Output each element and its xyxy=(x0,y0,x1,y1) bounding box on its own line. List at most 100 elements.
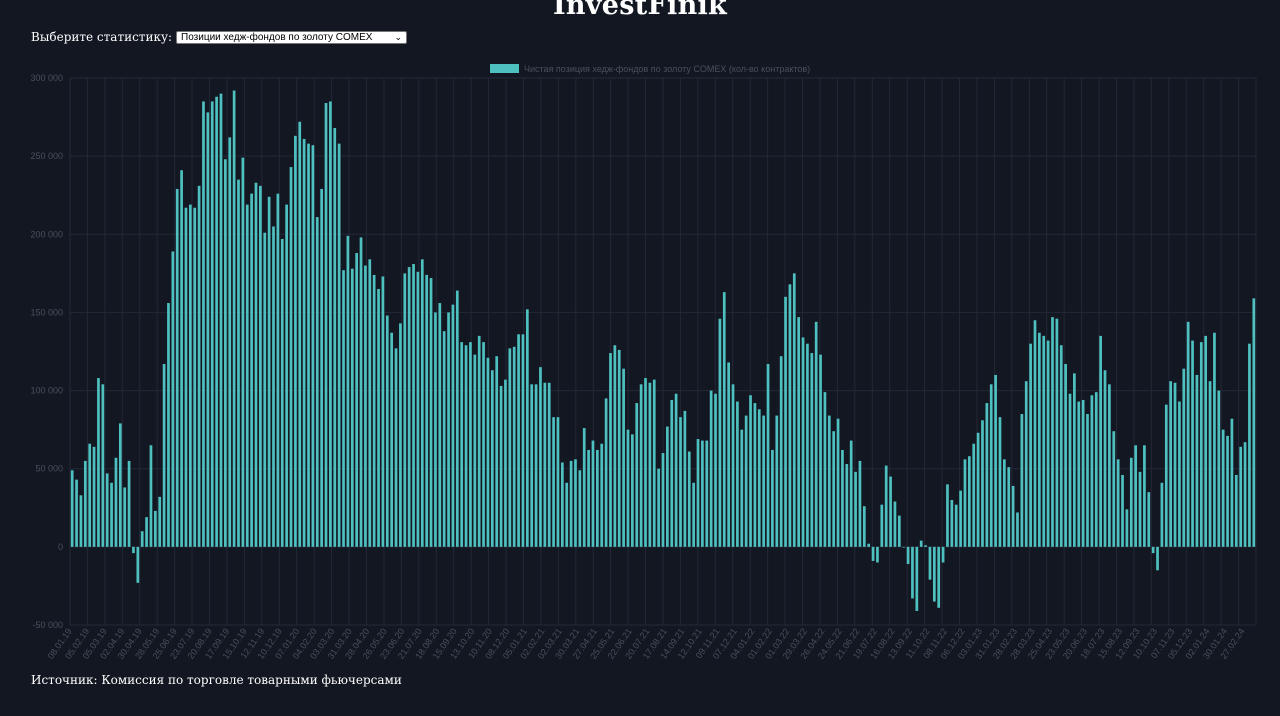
bar xyxy=(797,317,801,547)
bar xyxy=(814,321,818,547)
bar xyxy=(1108,384,1111,547)
bar xyxy=(670,399,674,547)
bar xyxy=(792,273,796,547)
bar xyxy=(736,401,739,547)
bar xyxy=(394,348,398,547)
bar xyxy=(552,417,555,547)
bar xyxy=(158,496,162,547)
bar xyxy=(206,112,210,547)
bar xyxy=(779,356,783,547)
bar xyxy=(337,143,341,547)
bar xyxy=(1221,429,1225,547)
bar xyxy=(652,379,656,547)
bar xyxy=(687,451,691,547)
bar xyxy=(867,543,871,547)
bar xyxy=(381,276,385,547)
bar xyxy=(600,443,604,547)
bar xyxy=(1252,298,1256,547)
chevron-down-icon: ⌄ xyxy=(394,31,403,42)
bar xyxy=(714,393,717,547)
bar xyxy=(1029,343,1032,547)
brand-logo[interactable]: InvestFinik xyxy=(552,0,728,21)
bar xyxy=(539,367,542,547)
bar xyxy=(412,263,415,547)
bar xyxy=(722,292,726,547)
bar xyxy=(184,207,188,547)
bar xyxy=(88,443,92,547)
bar xyxy=(1016,512,1019,547)
bar xyxy=(1090,395,1094,547)
legend-swatch xyxy=(490,64,519,73)
bar xyxy=(140,531,144,547)
legend-label: Чистая позиция хедж-фондов по золоту COM… xyxy=(524,64,810,74)
bar xyxy=(272,226,275,547)
bar xyxy=(451,304,455,547)
bar xyxy=(97,378,100,547)
bar xyxy=(464,345,468,547)
bar xyxy=(232,90,236,547)
bar xyxy=(285,204,288,547)
bar xyxy=(1055,318,1059,547)
bar xyxy=(613,345,617,547)
bar xyxy=(543,382,547,547)
bar xyxy=(127,460,131,547)
bar xyxy=(858,460,862,547)
bar xyxy=(530,384,534,547)
bar xyxy=(1081,399,1085,547)
bar xyxy=(718,318,722,547)
bar xyxy=(324,103,328,547)
bar xyxy=(823,392,827,547)
bar xyxy=(810,353,814,547)
bar xyxy=(438,303,442,547)
bar xyxy=(215,96,218,547)
bar xyxy=(876,546,879,563)
bar xyxy=(889,476,892,547)
bar xyxy=(1226,435,1229,547)
bar xyxy=(731,384,735,547)
bar xyxy=(469,342,472,547)
y-tick-label: 50 000 xyxy=(35,464,63,474)
bar xyxy=(569,460,573,547)
bar xyxy=(845,464,849,547)
bar xyxy=(110,482,113,547)
bar xyxy=(350,268,354,547)
bar xyxy=(193,207,197,547)
bar xyxy=(1094,392,1098,547)
bar xyxy=(320,188,323,547)
bar xyxy=(1077,401,1081,547)
bar xyxy=(162,364,166,547)
statistic-select-value: Позиции хедж-фондов по золоту COMEX xyxy=(181,31,373,43)
bar xyxy=(683,410,687,547)
bar xyxy=(1099,335,1102,547)
bar xyxy=(167,303,170,547)
bar xyxy=(1112,431,1116,547)
bar xyxy=(827,415,831,547)
bar xyxy=(1011,485,1015,547)
bar xyxy=(631,434,634,547)
bar xyxy=(560,462,564,547)
bar xyxy=(517,334,520,547)
bar xyxy=(1116,459,1120,547)
bar xyxy=(1129,457,1133,547)
bar xyxy=(276,193,280,547)
bar xyxy=(924,545,927,547)
bar xyxy=(692,482,695,547)
bar xyxy=(473,354,477,547)
bar xyxy=(210,101,214,547)
bar xyxy=(1038,332,1041,547)
bar xyxy=(346,235,350,547)
bar xyxy=(1178,401,1181,547)
bar xyxy=(766,364,770,547)
bar xyxy=(617,349,621,547)
bar xyxy=(1051,317,1054,547)
bar xyxy=(946,484,949,547)
bar xyxy=(70,470,74,547)
bar xyxy=(753,403,757,547)
bar xyxy=(1134,445,1137,547)
statistic-select[interactable]: Позиции хедж-фондов по золоту COMEX ⌄ xyxy=(176,30,408,44)
y-tick-label: 100 000 xyxy=(30,386,63,396)
bar xyxy=(442,331,446,547)
bar xyxy=(136,546,140,583)
y-tick-label: 0 xyxy=(58,542,63,552)
bar xyxy=(114,457,118,547)
